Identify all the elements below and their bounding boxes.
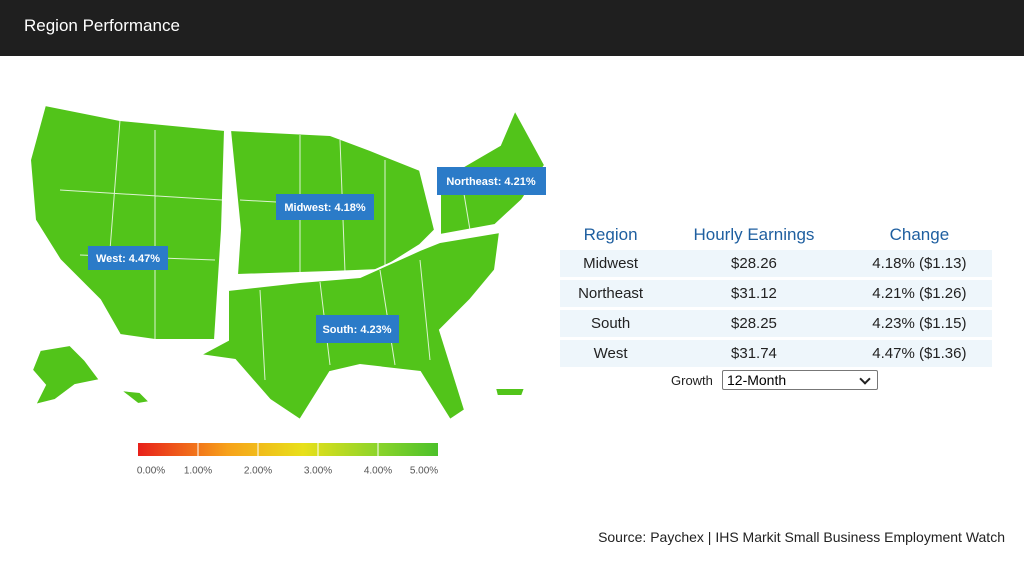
legend-tick-label: 4.00% — [364, 466, 392, 477]
growth-select[interactable]: 12-Month — [722, 370, 878, 390]
region-label: Northeast: 4.21% — [446, 176, 535, 188]
table-cell: Northeast — [560, 280, 662, 307]
legend-tick-label: 3.00% — [304, 466, 332, 477]
table-cell: $28.26 — [661, 250, 847, 277]
column-header: Hourly Earnings — [693, 225, 815, 244]
growth-label: Growth — [671, 373, 713, 388]
table-row: South $28.25 4.23% ($1.15) — [560, 310, 992, 337]
legend-tick-label: 5.00% — [410, 466, 438, 477]
label-box — [316, 315, 399, 343]
table-cell: South — [560, 310, 662, 337]
table-cell: 4.18% ($1.13) — [846, 250, 992, 277]
table-row: West $31.74 4.47% ($1.36) — [560, 340, 992, 367]
label-box — [437, 167, 546, 195]
legend-tick-label: 0.00% — [137, 466, 165, 477]
west-region — [28, 103, 227, 341]
legend-tick-label: 1.00% — [184, 466, 212, 477]
table-header: Region Hourly Earnings Change — [560, 223, 992, 247]
legend-tick-label: 2.00% — [244, 466, 272, 477]
table-row: Midwest $28.26 4.18% ($1.13) — [560, 250, 992, 277]
table-cell: $31.74 — [661, 340, 847, 367]
table-cell: $31.12 — [661, 280, 847, 307]
top-bar: Region Performance — [0, 0, 1024, 56]
source-note: Source: Paychex | IHS Markit Small Busin… — [598, 529, 1005, 545]
table-cell: West — [560, 340, 662, 367]
region-label: Midwest: 4.18% — [284, 202, 366, 214]
page-title: Region Performance — [24, 16, 180, 35]
region-label: South: 4.23% — [322, 324, 391, 336]
region-label: West: 4.47% — [96, 253, 160, 265]
column-header: Change — [889, 225, 950, 244]
label-box — [276, 194, 374, 220]
column-header: Region — [583, 225, 638, 244]
legend-bar — [138, 443, 438, 456]
alaska — [30, 343, 102, 407]
table-cell: 4.23% ($1.15) — [846, 310, 992, 337]
table-cell: 4.47% ($1.36) — [846, 340, 992, 367]
legend-ticks: 0.00% 1.00% 2.00% 3.00% 4.00% 5.00% — [137, 443, 438, 477]
table-body: Midwest $28.26 4.18% ($1.13) Northeast $31.1… — [560, 250, 992, 367]
table-cell: $28.25 — [661, 310, 847, 337]
region-labels: West: 4.47% Midwest: 4.18% Northeast: 4.… — [88, 167, 546, 343]
table-cell: 4.21% ($1.26) — [846, 280, 992, 307]
table-row: Northeast $31.12 4.21% ($1.26) — [560, 280, 992, 307]
label-box — [88, 246, 168, 270]
hawaii — [116, 388, 153, 406]
region-table: Region Hourly Earnings Change Midwest $28.2… — [560, 220, 992, 370]
table-cell: Midwest — [560, 250, 662, 277]
puerto-rico — [493, 387, 527, 397]
